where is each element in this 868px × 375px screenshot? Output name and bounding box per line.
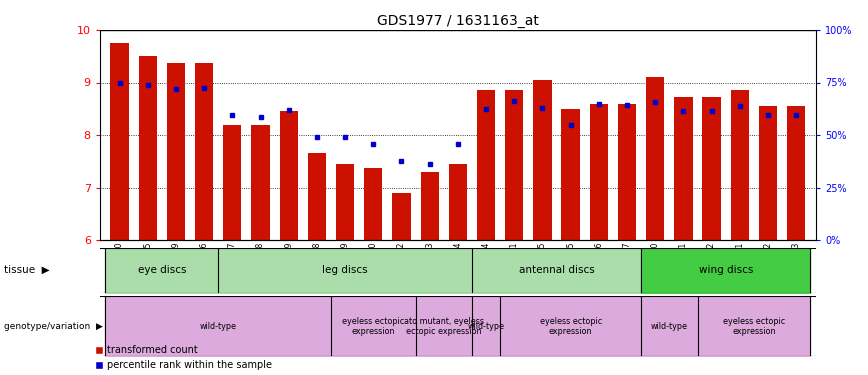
Legend: transformed count, percentile rank within the sample: transformed count, percentile rank withi… xyxy=(92,341,276,374)
Bar xyxy=(449,164,467,240)
Bar xyxy=(392,193,411,240)
Bar xyxy=(167,63,185,240)
Bar xyxy=(731,90,749,240)
Bar xyxy=(787,106,806,240)
Bar xyxy=(702,97,720,240)
Text: leg discs: leg discs xyxy=(322,265,368,275)
Bar xyxy=(308,153,326,240)
Bar xyxy=(505,90,523,240)
Bar xyxy=(336,164,354,240)
Bar xyxy=(477,90,496,240)
Bar xyxy=(279,111,298,240)
Bar xyxy=(195,63,214,240)
Bar xyxy=(759,106,777,240)
Title: GDS1977 / 1631163_at: GDS1977 / 1631163_at xyxy=(377,13,539,28)
Bar xyxy=(674,97,693,240)
Text: wild-type: wild-type xyxy=(200,322,237,331)
Text: eyeless ectopic
expression: eyeless ectopic expression xyxy=(342,316,404,336)
Bar xyxy=(562,109,580,240)
Text: eye discs: eye discs xyxy=(138,265,186,275)
Bar xyxy=(646,77,664,240)
Text: eyeless ectopic
expression: eyeless ectopic expression xyxy=(723,316,785,336)
Bar xyxy=(533,80,551,240)
Bar xyxy=(365,168,383,240)
Text: tissue  ▶: tissue ▶ xyxy=(4,265,50,275)
Bar xyxy=(618,104,636,240)
Text: wild-type: wild-type xyxy=(468,322,504,331)
Bar xyxy=(420,172,439,240)
Bar xyxy=(223,124,241,240)
Text: wing discs: wing discs xyxy=(699,265,753,275)
Bar xyxy=(589,104,608,240)
Bar xyxy=(139,56,157,240)
Bar xyxy=(252,124,270,240)
Text: wild-type: wild-type xyxy=(651,322,687,331)
Text: genotype/variation  ▶: genotype/variation ▶ xyxy=(4,322,103,331)
Text: ato mutant, eyeless
ectopic expression: ato mutant, eyeless ectopic expression xyxy=(404,316,483,336)
Text: antennal discs: antennal discs xyxy=(519,265,595,275)
Text: eyeless ectopic
expression: eyeless ectopic expression xyxy=(540,316,602,336)
Bar xyxy=(110,43,128,240)
